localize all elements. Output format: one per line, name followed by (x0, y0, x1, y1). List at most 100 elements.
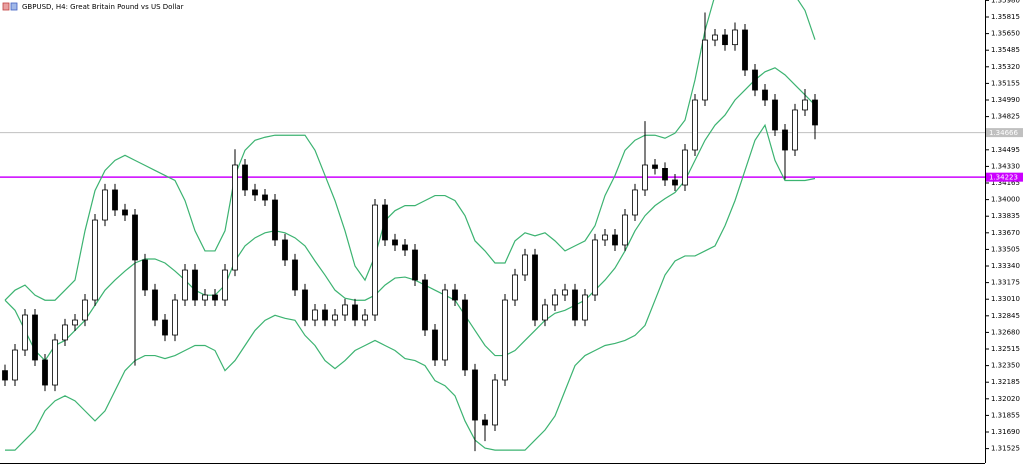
candle-body (612, 234, 618, 246)
plot-area (0, 0, 985, 452)
candle-body (662, 168, 668, 181)
symbol-icon (2, 2, 18, 11)
candle-body (92, 219, 98, 301)
candle-body (672, 179, 678, 186)
y-tick-label: 1.35155 (991, 79, 1020, 87)
candle-body (472, 369, 478, 421)
candle-body (452, 289, 458, 301)
candle-body (562, 289, 568, 296)
candle-body (642, 164, 648, 191)
band-lower (5, 123, 816, 451)
candle-body (192, 269, 198, 301)
candle-body (312, 309, 318, 321)
price-label-box (986, 172, 1023, 182)
chart-title: GBPUSD, H4: Great Britain Pound vs US Do… (22, 3, 184, 11)
candle-body (402, 244, 408, 251)
candle-body (372, 204, 378, 316)
candle-body (742, 29, 748, 71)
y-tick-label: 1.33340 (991, 262, 1020, 270)
candle-body (502, 299, 508, 381)
candle-body (142, 259, 148, 291)
candle-body (752, 69, 758, 91)
y-tick-label: 1.31855 (991, 411, 1020, 419)
candle-body (62, 324, 68, 341)
candle-body (772, 99, 778, 131)
candle-body (422, 279, 428, 331)
candle-body (702, 39, 708, 101)
candle-body (592, 239, 598, 296)
candle-body (482, 419, 488, 426)
icon-part (2, 2, 10, 11)
y-tick-label: 1.32185 (991, 378, 1020, 386)
y-tick-label: 1.32515 (991, 345, 1020, 353)
y-tick-label: 1.34990 (991, 96, 1020, 104)
candle-body (112, 189, 118, 211)
candle-body (782, 129, 788, 151)
candle-body (512, 274, 518, 301)
candle-body (522, 254, 528, 276)
candle-body (22, 314, 28, 351)
candle-body (432, 329, 438, 361)
candle-body (412, 249, 418, 281)
candle-body (222, 269, 228, 301)
candle-body (292, 259, 298, 291)
candle-body (602, 234, 608, 241)
y-tick-label: 1.33505 (991, 245, 1020, 253)
candle-body (302, 289, 308, 321)
candle-body (622, 214, 628, 246)
y-tick-label: 1.33835 (991, 212, 1020, 220)
candle-body (812, 99, 818, 126)
candle-body (82, 299, 88, 321)
candle-body (582, 294, 588, 321)
candle-body (332, 314, 338, 321)
candle-body (442, 289, 448, 361)
y-tick-label: 1.35815 (991, 13, 1020, 21)
price-label: 1.34223 (989, 174, 1018, 182)
candle-body (52, 339, 58, 386)
candle-body (692, 99, 698, 151)
y-tick-label: 1.33175 (991, 279, 1020, 287)
candle-body (252, 189, 258, 196)
y-tick-label: 1.34495 (991, 146, 1020, 154)
y-tick-label: 1.35650 (991, 30, 1020, 38)
candle-body (572, 289, 578, 321)
candle-body (542, 304, 548, 321)
candle-body (392, 239, 398, 246)
candle-body (282, 239, 288, 261)
candle-body (182, 269, 188, 301)
price-label: 1.34666 (989, 129, 1018, 137)
price-axis: 1.35980 1.35815 1.35650 1.35485 1.35320 1.351… (985, 0, 1023, 453)
candle-body (262, 194, 268, 201)
candle-body (362, 314, 368, 321)
candle-body (202, 294, 208, 301)
price-label-box (986, 128, 1023, 138)
candle-body (712, 34, 718, 41)
y-tick-label: 1.32020 (991, 395, 1020, 403)
y-tick-label: 1.33010 (991, 295, 1020, 303)
y-tick-label: 1.32845 (991, 312, 1020, 320)
candle-body (152, 289, 158, 321)
y-tick-label: 1.31525 (991, 445, 1020, 453)
candle-body (122, 209, 128, 216)
y-tick-label: 1.34330 (991, 162, 1020, 170)
candle-body (232, 164, 238, 271)
candle-body (492, 379, 498, 426)
candle-body (342, 304, 348, 316)
y-tick-label: 1.32680 (991, 328, 1020, 336)
candle-body (382, 204, 388, 241)
y-tick-label: 1.32350 (991, 362, 1020, 370)
candle-body (162, 319, 168, 336)
y-tick-label: 1.34000 (991, 196, 1020, 204)
candle-body (552, 294, 558, 306)
candle-body (532, 254, 538, 321)
candle-body (632, 189, 638, 216)
candle-body (762, 89, 768, 101)
candle-body (322, 309, 328, 321)
candle-body (242, 164, 248, 191)
candle-body (722, 34, 728, 46)
candle-body (172, 299, 178, 336)
candle-body (462, 299, 468, 371)
candle-body (42, 359, 48, 386)
